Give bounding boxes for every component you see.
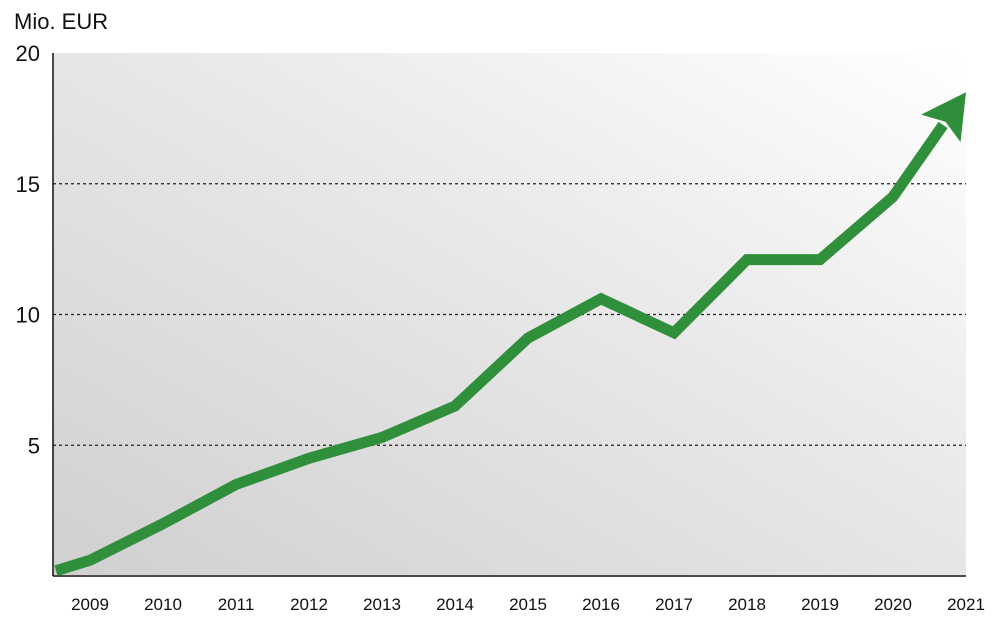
y-tick-label: 15	[16, 172, 40, 197]
y-tick-label: 10	[16, 303, 40, 328]
x-tick-label: 2011	[218, 595, 255, 614]
x-tick-label: 2015	[509, 595, 547, 614]
gridlines	[53, 183, 966, 446]
x-tick-label: 2016	[582, 595, 620, 614]
y-axis-unit-label: Mio. EUR	[14, 9, 108, 34]
x-tick-label: 2010	[144, 595, 182, 614]
x-tick-label: 2014	[436, 595, 474, 614]
x-tick-label: 2009	[71, 595, 109, 614]
x-tick-label: 2013	[363, 595, 401, 614]
x-tick-label: 2012	[290, 595, 328, 614]
x-tick-label: 2020	[874, 595, 912, 614]
x-tick-label: 2021	[947, 595, 985, 614]
y-tick-label: 20	[16, 41, 40, 66]
series	[54, 92, 966, 577]
x-tick-label: 2017	[655, 595, 693, 614]
x-tick-label: 2018	[728, 595, 766, 614]
arrow-head-icon	[921, 92, 966, 142]
y-tick-label: 5	[28, 433, 40, 458]
y-tick-labels: 5 10 15 20	[16, 41, 40, 458]
x-tick-label: 2019	[801, 595, 839, 614]
series-line	[54, 121, 948, 577]
x-tick-labels: 2009 2010 2011 2012 2013 2014 2015 2016 2017 2018…	[71, 595, 985, 614]
